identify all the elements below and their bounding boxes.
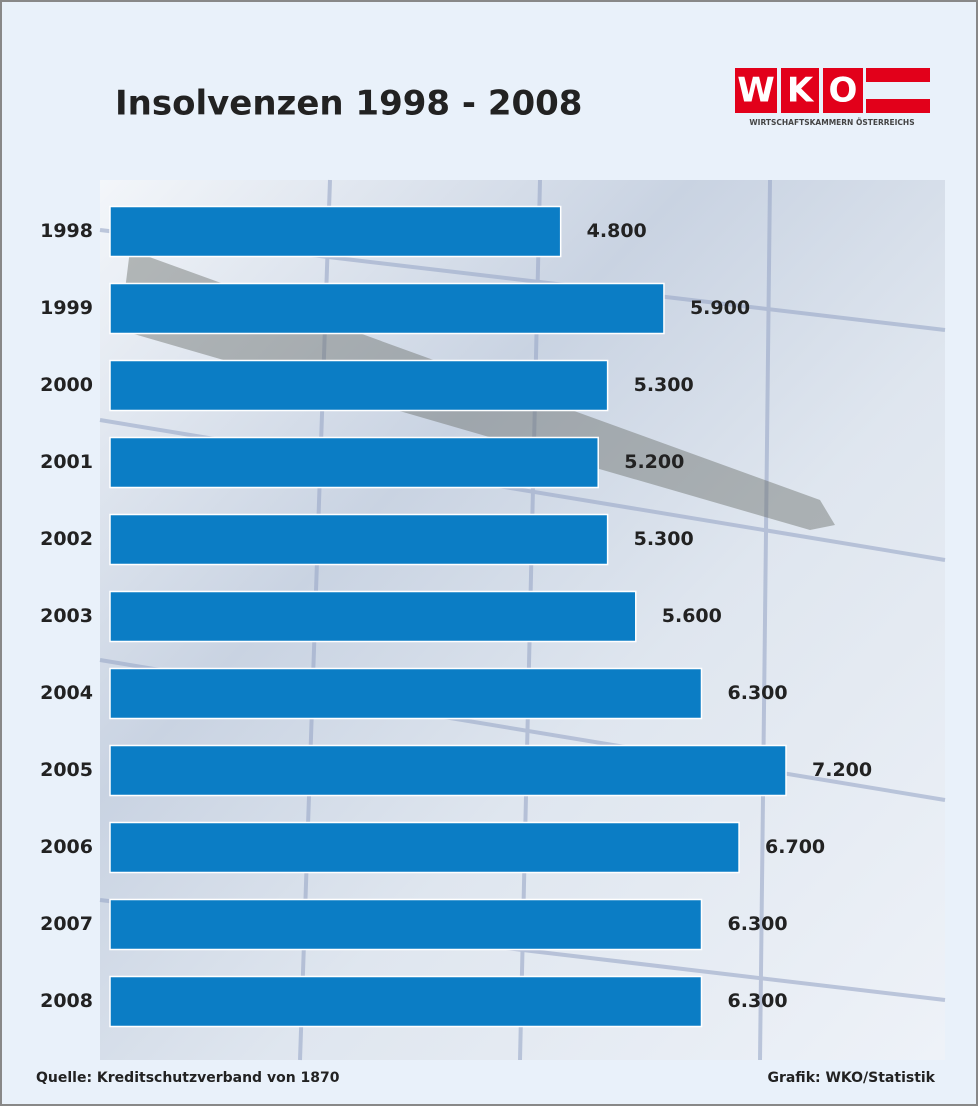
y-tick-label: 1998	[40, 220, 93, 242]
value-label: 5.300	[634, 528, 694, 550]
bar	[110, 592, 636, 642]
value-label: 6.300	[728, 913, 788, 935]
bar	[110, 746, 786, 796]
value-label: 5.900	[690, 297, 750, 319]
y-tick-label: 2006	[40, 836, 93, 858]
y-tick-label: 2000	[40, 374, 93, 396]
y-tick-label: 2002	[40, 528, 93, 550]
y-tick-label: 2004	[40, 682, 93, 704]
bar	[110, 977, 702, 1027]
value-label: 6.300	[728, 990, 788, 1012]
y-tick-label: 2001	[40, 451, 93, 473]
y-tick-label: 2008	[40, 990, 93, 1012]
chart: Insolvenzen 1998 - 2008 W K O WIRTSCHAFT…	[0, 0, 978, 1106]
logo-letter: K	[787, 71, 815, 111]
bar	[110, 669, 702, 719]
bar	[110, 900, 702, 950]
value-label: 4.800	[587, 220, 647, 242]
value-label: 5.600	[662, 605, 722, 627]
bar	[110, 361, 608, 411]
y-tick-label: 2007	[40, 913, 93, 935]
bar	[110, 823, 739, 873]
y-tick-label: 1999	[40, 297, 93, 319]
chart-title: Insolvenzen 1998 - 2008	[115, 84, 582, 124]
bar	[110, 438, 598, 488]
logo-caption: WIRTSCHAFTSKAMMERN ÖSTERREICHS	[749, 118, 914, 127]
value-label: 5.300	[634, 374, 694, 396]
value-label: 5.200	[624, 451, 684, 473]
logo-letter: O	[829, 71, 858, 111]
credit: Grafik: WKO/Statistik	[767, 1070, 935, 1086]
bar	[110, 515, 608, 565]
y-tick-label: 2003	[40, 605, 93, 627]
value-label: 7.200	[812, 759, 872, 781]
source: Quelle: Kreditschutzverband von 1870	[36, 1070, 340, 1086]
y-tick-label: 2005	[40, 759, 93, 781]
value-label: 6.700	[765, 836, 825, 858]
value-label: 6.300	[728, 682, 788, 704]
logo-letter: W	[737, 71, 775, 111]
bar	[110, 207, 561, 257]
bar	[110, 284, 664, 334]
